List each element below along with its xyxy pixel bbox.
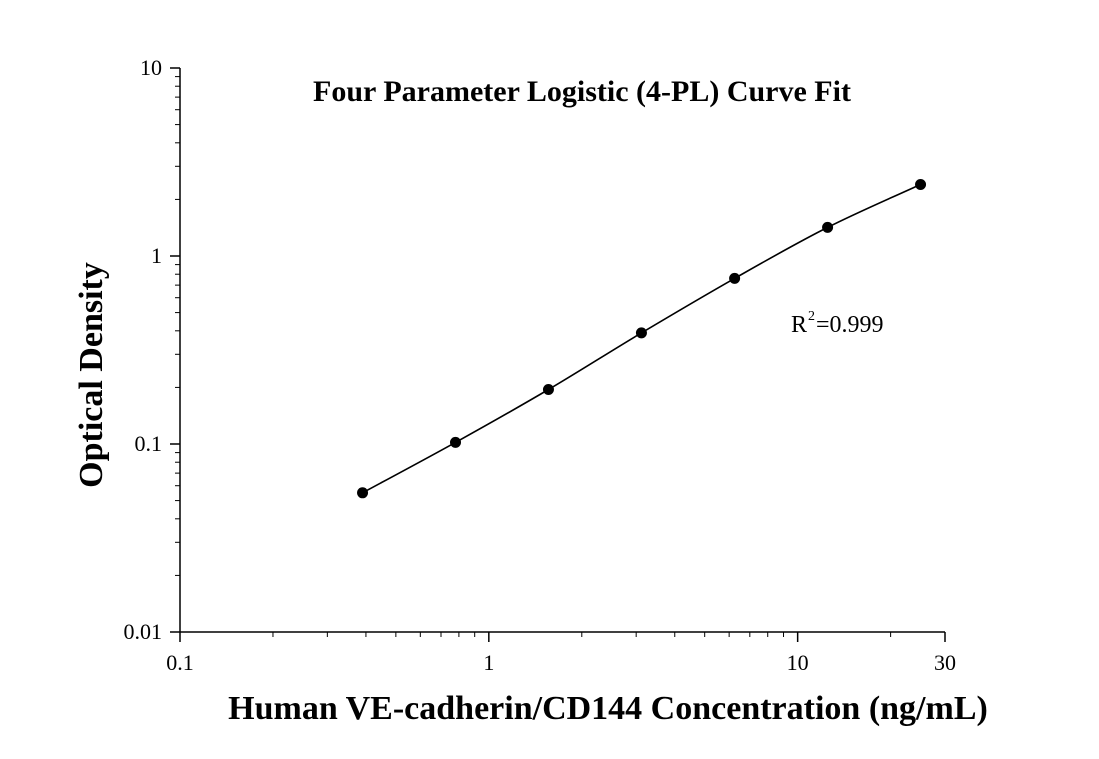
r-squared-annotation: R 2 =0.999: [791, 309, 884, 338]
r-squared-label: R: [791, 312, 807, 338]
data-point: [635, 327, 647, 339]
y-tick-label: 10: [140, 55, 162, 80]
x-tick-label: 0.1: [166, 650, 194, 675]
data-point: [357, 487, 369, 499]
data-point: [450, 436, 462, 448]
y-tick-label: 0.1: [135, 431, 163, 456]
r-squared-superscript: 2: [808, 309, 815, 324]
data-point: [915, 179, 927, 191]
y-tick-label: 1: [151, 243, 162, 268]
data-point: [542, 383, 554, 395]
x-tick-label: 30: [934, 650, 956, 675]
x-axis-label: Human VE-cadherin/CD144 Concentration (n…: [228, 690, 988, 727]
x-tick-label: 1: [483, 650, 494, 675]
data-point: [822, 221, 834, 233]
chart-title: Four Parameter Logistic (4-PL) Curve Fit: [313, 75, 851, 108]
r-squared-value: =0.999: [816, 312, 884, 338]
data-point: [729, 272, 741, 284]
fit-curve: [362, 183, 921, 494]
y-tick-label: 0.01: [124, 619, 163, 644]
axis-ticks: [170, 67, 946, 642]
x-tick-label: 10: [787, 650, 809, 675]
axes: [179, 68, 945, 633]
y-axis-label: Optical Density: [73, 262, 110, 488]
data-points: [357, 179, 927, 499]
